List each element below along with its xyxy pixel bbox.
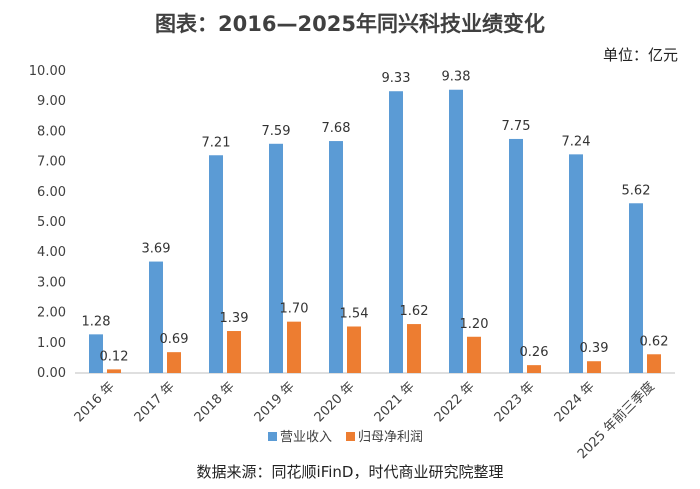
x-tick-label: 2024 年 bbox=[552, 379, 598, 425]
y-tick-label: 1.00 bbox=[37, 336, 66, 351]
chart-title: 图表：2016—2025年同兴科技业绩变化 bbox=[155, 12, 545, 36]
revenue-bar bbox=[209, 155, 223, 373]
net-profit-bar bbox=[407, 324, 421, 373]
revenue-data-label: 7.24 bbox=[562, 134, 591, 149]
x-tick-label: 2016 年 bbox=[72, 379, 118, 425]
net-profit-data-label: 0.39 bbox=[580, 341, 609, 356]
net-profit-bar bbox=[347, 326, 361, 373]
revenue-bar bbox=[569, 154, 583, 373]
x-tick-label: 2021 年 bbox=[372, 379, 418, 425]
y-tick-label: 4.00 bbox=[37, 245, 66, 260]
revenue-data-label: 7.75 bbox=[502, 119, 531, 134]
legend-swatch-net-profit bbox=[346, 432, 355, 441]
x-tick-label: 2018 年 bbox=[192, 379, 238, 425]
revenue-bar bbox=[389, 91, 403, 373]
x-tick-label: 2022 年 bbox=[432, 379, 478, 425]
net-profit-bar bbox=[227, 331, 241, 373]
net-profit-bar bbox=[587, 361, 601, 373]
net-profit-bar bbox=[107, 369, 121, 373]
net-profit-data-label: 1.70 bbox=[280, 302, 309, 317]
y-tick-label: 9.00 bbox=[37, 94, 66, 109]
y-tick-label: 5.00 bbox=[37, 215, 66, 230]
revenue-data-label: 1.28 bbox=[82, 314, 111, 329]
net-profit-data-label: 1.54 bbox=[340, 306, 369, 321]
legend-label-revenue: 营业收入 bbox=[280, 430, 332, 445]
y-tick-label: 0.00 bbox=[37, 366, 66, 381]
y-tick-label: 3.00 bbox=[37, 275, 66, 290]
net-profit-bar bbox=[467, 336, 481, 373]
unit-label: 单位：亿元 bbox=[602, 46, 678, 64]
revenue-bar bbox=[269, 143, 283, 373]
net-profit-data-label: 0.62 bbox=[640, 334, 669, 349]
y-tick-label: 6.00 bbox=[37, 185, 66, 200]
x-tick-label: 2019 年 bbox=[252, 379, 298, 425]
net-profit-bar bbox=[527, 365, 541, 373]
net-profit-data-label: 0.26 bbox=[520, 345, 549, 360]
y-tick-label: 10.00 bbox=[29, 64, 66, 79]
net-profit-bar bbox=[167, 352, 181, 373]
y-tick-label: 7.00 bbox=[37, 155, 66, 170]
revenue-data-label: 3.69 bbox=[142, 242, 171, 257]
revenue-data-label: 7.68 bbox=[322, 121, 351, 136]
revenue-bar bbox=[509, 138, 523, 373]
net-profit-bar bbox=[287, 321, 301, 373]
revenue-bar bbox=[149, 261, 163, 373]
net-profit-data-label: 1.20 bbox=[460, 317, 489, 332]
x-tick-label: 2023 年 bbox=[492, 379, 538, 425]
legend-swatch-revenue bbox=[268, 432, 277, 441]
revenue-bar bbox=[629, 203, 643, 373]
revenue-bar bbox=[329, 141, 343, 373]
revenue-data-label: 5.62 bbox=[622, 183, 651, 198]
net-profit-data-label: 1.62 bbox=[400, 304, 429, 319]
net-profit-data-label: 0.69 bbox=[160, 332, 189, 347]
y-tick-label: 8.00 bbox=[37, 124, 66, 139]
x-tick-label: 2020 年 bbox=[312, 379, 358, 425]
revenue-data-label: 7.59 bbox=[262, 124, 291, 139]
revenue-data-label: 9.38 bbox=[442, 70, 471, 85]
net-profit-bar bbox=[647, 354, 661, 373]
y-tick-label: 2.00 bbox=[37, 306, 66, 321]
revenue-bar bbox=[89, 334, 103, 373]
source-note: 数据来源：同花顺iFinD，时代商业研究院整理 bbox=[196, 463, 504, 481]
net-profit-data-label: 0.12 bbox=[100, 349, 129, 364]
revenue-bar bbox=[449, 89, 463, 373]
legend-label-net-profit: 归母净利润 bbox=[358, 430, 423, 445]
revenue-data-label: 9.33 bbox=[382, 71, 411, 86]
net-profit-data-label: 1.39 bbox=[220, 311, 249, 326]
x-tick-label: 2017 年 bbox=[132, 379, 178, 425]
revenue-data-label: 7.21 bbox=[202, 135, 231, 150]
